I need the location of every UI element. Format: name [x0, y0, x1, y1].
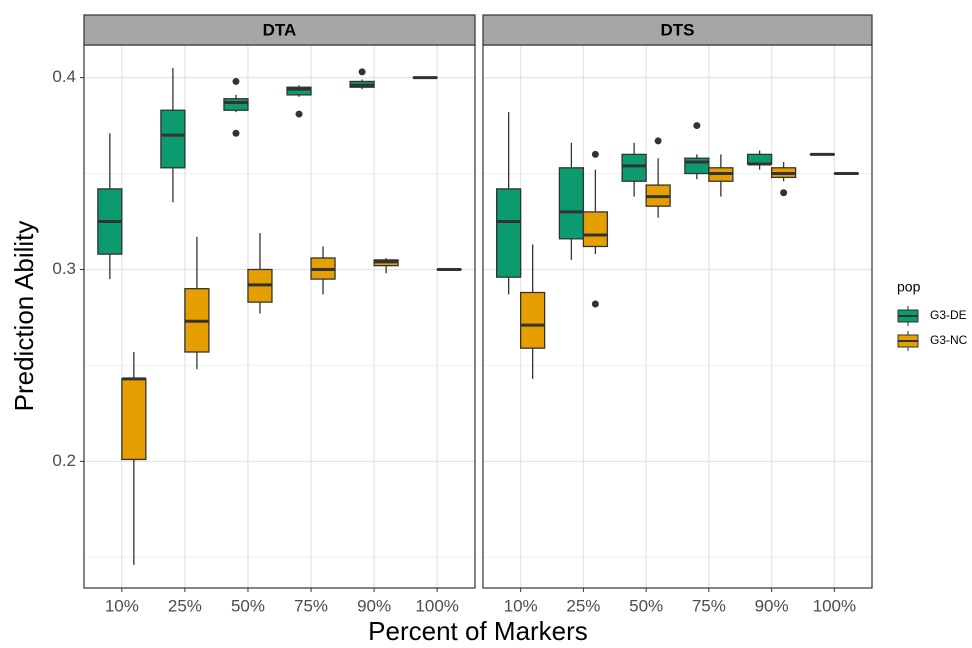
box [286, 86, 312, 96]
x-tick-label: 50% [629, 596, 663, 615]
x-tick-label: 25% [168, 596, 202, 615]
outlier [358, 68, 366, 76]
box [558, 167, 585, 240]
strip-label: DTS [661, 20, 695, 39]
x-tick-label: 10% [504, 596, 538, 615]
y-tick-label: 0.3 [52, 259, 76, 278]
outlier [232, 129, 240, 137]
outlier [232, 77, 240, 85]
outlier [654, 137, 662, 145]
x-tick-label: 90% [357, 596, 391, 615]
box [121, 378, 147, 461]
x-tick-label: 75% [294, 596, 328, 615]
box [160, 109, 186, 169]
outlier [591, 150, 599, 158]
x-tick-label: 50% [231, 596, 265, 615]
legend-title: pop [897, 279, 921, 295]
strip-label: DTA [263, 20, 297, 39]
x-axis-label: Percent of Markers [368, 616, 588, 646]
x-tick-label: 75% [692, 596, 726, 615]
panel-background [84, 45, 475, 588]
x-tick-label: 90% [755, 596, 789, 615]
y-tick-label: 0.2 [52, 451, 76, 470]
y-axis-label: Prediction Ability [9, 221, 39, 412]
legend-label: G3-DE [930, 308, 967, 322]
box [684, 157, 710, 175]
x-tick-label: 10% [105, 596, 139, 615]
y-tick-label: 0.4 [52, 67, 76, 86]
box [223, 98, 249, 111]
legend-label: G3-NC [930, 333, 968, 347]
x-tick-label: 100% [813, 596, 856, 615]
outlier [591, 300, 599, 308]
box [621, 153, 647, 182]
box [519, 291, 546, 349]
x-tick-label: 100% [415, 596, 458, 615]
panel-background [483, 45, 872, 588]
box [582, 211, 609, 248]
outlier [693, 122, 701, 130]
box [495, 188, 522, 278]
outlier [295, 110, 303, 118]
outlier [780, 189, 788, 197]
strip [482, 14, 873, 46]
x-tick-label: 25% [566, 596, 600, 615]
strip [83, 14, 476, 46]
